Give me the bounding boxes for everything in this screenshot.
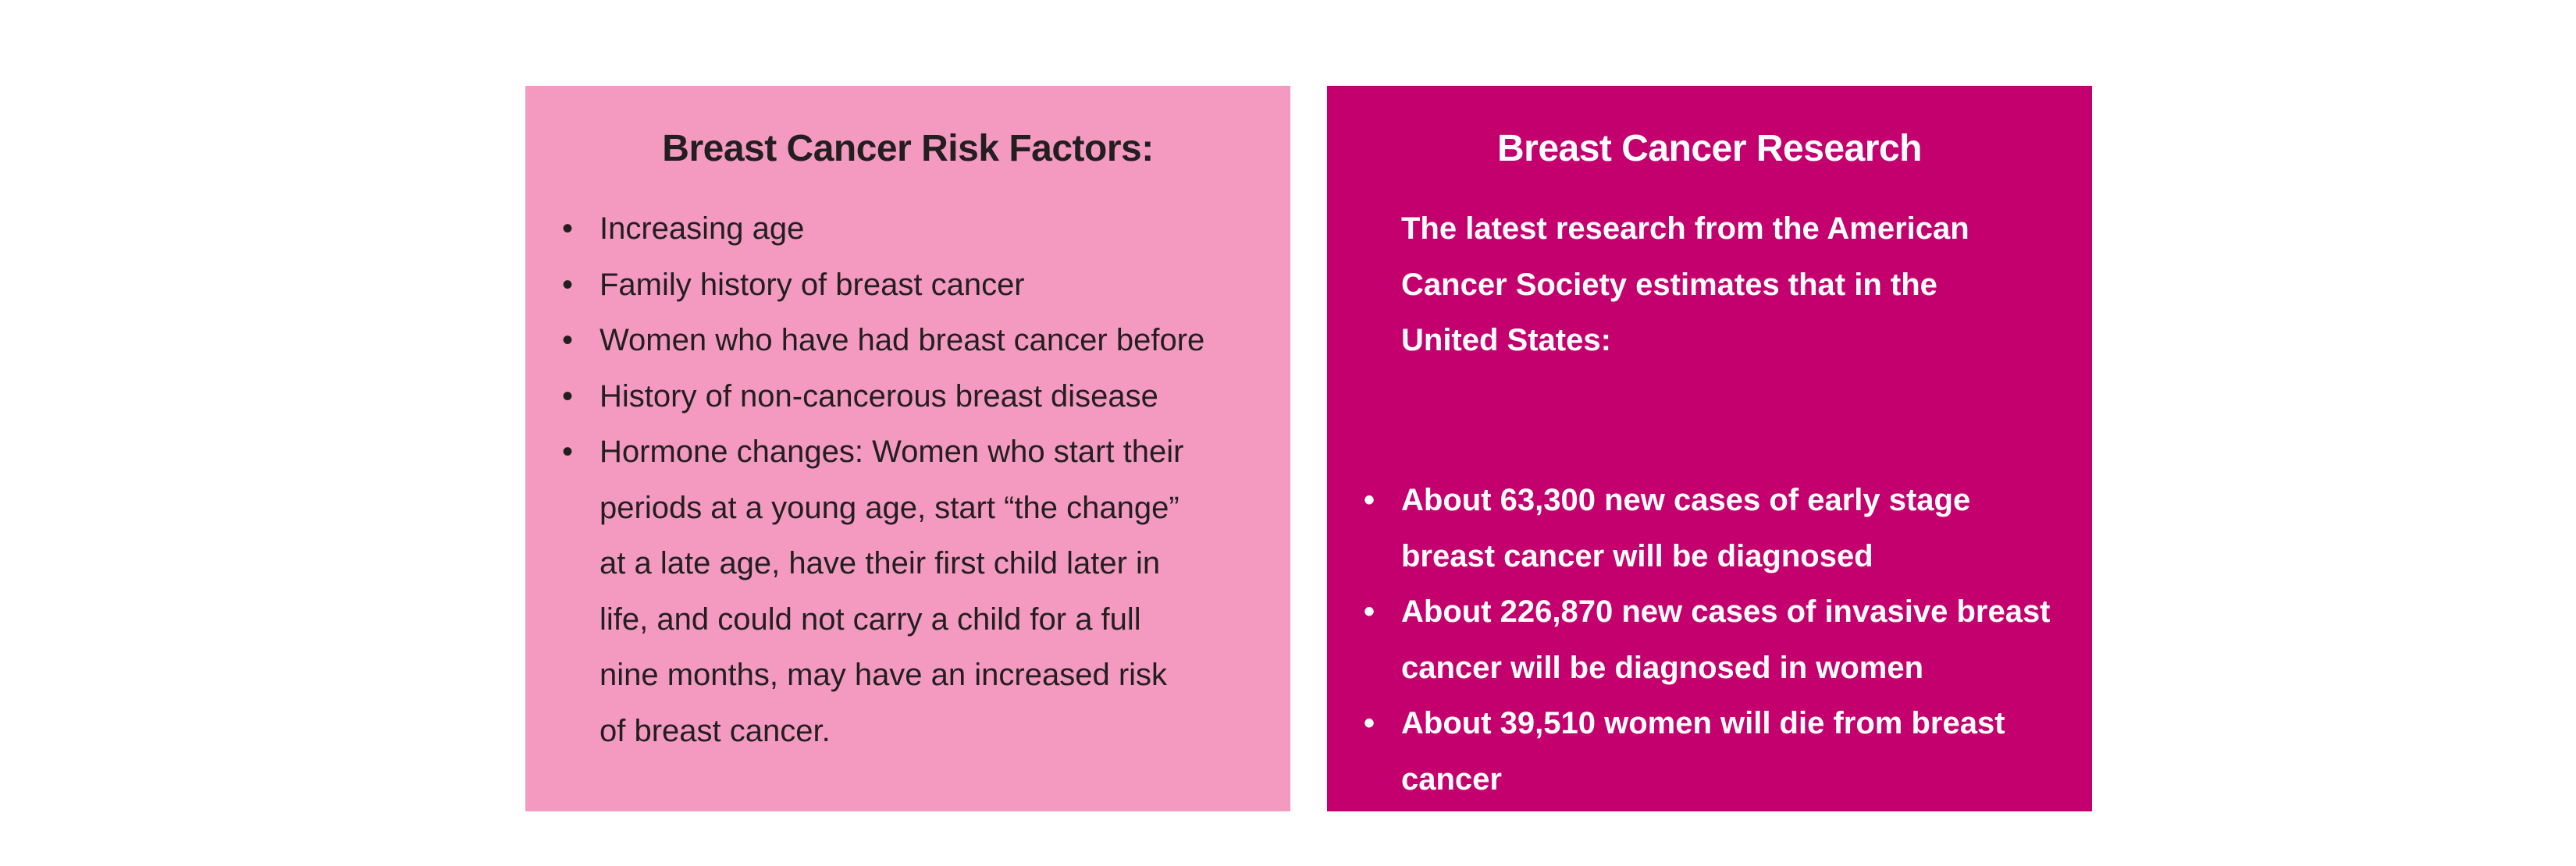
- bullet-icon: •: [1363, 594, 1375, 629]
- list-item: • About 226,870 new cases of invasive br…: [1327, 584, 2073, 696]
- list-item-text: Family history of breast cancer: [600, 267, 1025, 302]
- list-item-text: History of non-cancerous breast disease: [600, 378, 1158, 413]
- research-list: • About 63,300 new cases of early stage …: [1327, 473, 2053, 807]
- bullet-icon: •: [561, 211, 573, 246]
- list-item-text: About 63,300 new cases of early stage br…: [1401, 483, 1971, 573]
- bullet-icon: •: [561, 267, 573, 302]
- research-intro: The latest research from the American Ca…: [1401, 211, 1969, 357]
- risk-factors-list: • Increasing age • Family history of bre…: [525, 201, 1251, 759]
- bullet-icon: •: [1363, 483, 1375, 517]
- list-item-text: Hormone changes: Women who start their p…: [600, 435, 1184, 748]
- bullet-icon: •: [561, 323, 573, 357]
- list-item: • History of non-cancerous breast diseas…: [525, 369, 1251, 425]
- list-item: • Hormone changes: Women who start their…: [525, 424, 1199, 759]
- risk-factors-title: Breast Cancer Risk Factors:: [662, 128, 1154, 169]
- bullet-icon: •: [561, 435, 573, 469]
- list-item-text: Women who have had breast cancer before: [600, 323, 1205, 357]
- research-title: Breast Cancer Research: [1497, 128, 1922, 169]
- bullet-icon: •: [1363, 706, 1375, 740]
- list-item: • Women who have had breast cancer befor…: [525, 313, 1251, 369]
- bullet-icon: •: [561, 378, 573, 413]
- risk-factors-card: Breast Cancer Risk Factors: • Increasing…: [525, 86, 1290, 811]
- list-item-text: About 226,870 new cases of invasive brea…: [1401, 594, 2051, 685]
- research-card: Breast Cancer Research The latest resear…: [1327, 86, 2092, 811]
- list-item-text: About 39,510 women will die from breast …: [1401, 706, 2005, 797]
- list-item: • Family history of breast cancer: [525, 257, 1251, 314]
- list-item: • Increasing age: [525, 201, 1251, 257]
- list-item: • About 39,510 women will die from breas…: [1327, 696, 2073, 807]
- list-item: • About 63,300 new cases of early stage …: [1327, 473, 1994, 584]
- list-item-text: Increasing age: [600, 211, 805, 246]
